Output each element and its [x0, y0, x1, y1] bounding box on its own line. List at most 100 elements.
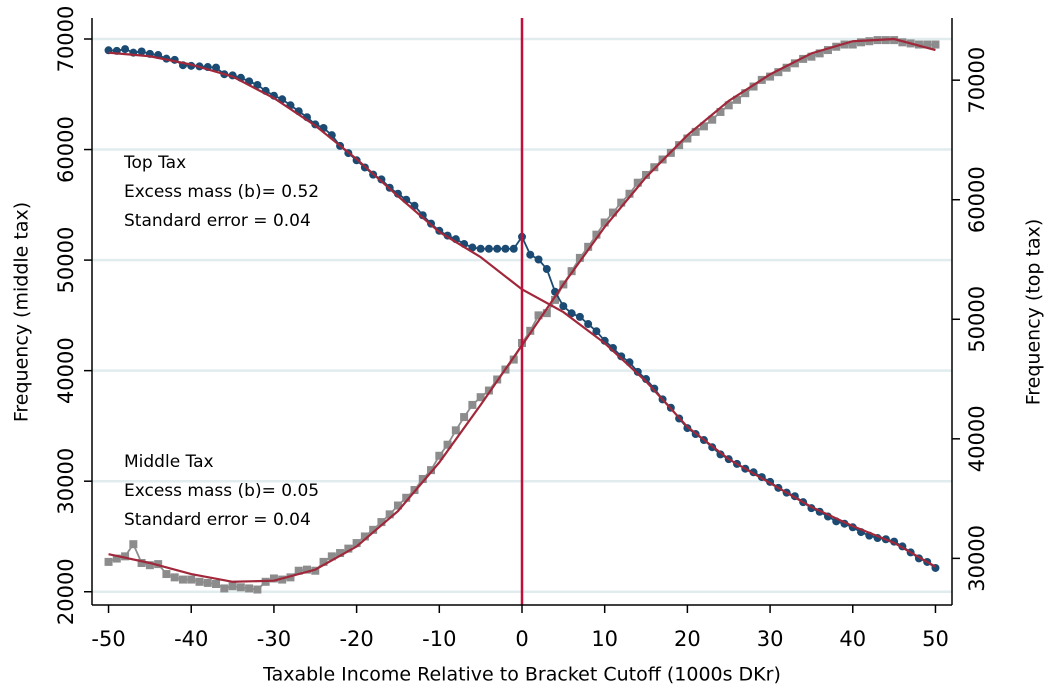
point: [584, 320, 593, 329]
point: [542, 265, 551, 274]
annotation-text: Top Tax: [123, 153, 186, 173]
point: [121, 552, 130, 561]
x-tick-label: -10: [422, 627, 456, 651]
y-tick-label: 70000: [54, 6, 78, 73]
point: [691, 127, 700, 136]
y2-tick-label: 50000: [965, 286, 989, 353]
y-tick-label: 50000: [54, 227, 78, 294]
point: [476, 244, 485, 253]
x-tick-label: 20: [674, 627, 701, 651]
point: [584, 242, 593, 251]
point: [542, 309, 551, 318]
point: [253, 585, 262, 594]
point: [393, 501, 402, 510]
point: [253, 80, 262, 89]
point: [848, 40, 857, 49]
point: [187, 575, 196, 584]
point: [592, 327, 601, 336]
point: [575, 312, 584, 321]
point: [460, 413, 469, 422]
point: [344, 544, 353, 553]
point: [633, 367, 642, 376]
point: [212, 579, 221, 588]
point: [228, 582, 237, 591]
point: [699, 122, 708, 131]
x-tick-label: -40: [174, 627, 208, 651]
y-axis-title: Frequency (middle tax): [11, 202, 33, 422]
point: [575, 253, 584, 262]
point: [774, 68, 783, 77]
point: [534, 255, 543, 264]
y-tick-label: 40000: [54, 337, 78, 404]
plot-area: [104, 18, 940, 605]
point: [377, 175, 386, 184]
point: [137, 558, 146, 567]
x-tick-label: -20: [339, 627, 373, 651]
point: [352, 539, 361, 548]
y-tick-label: 60000: [54, 116, 78, 183]
y2-tick-label: 60000: [965, 166, 989, 233]
annotation-text: Middle Tax: [124, 452, 214, 472]
point: [162, 570, 171, 579]
point: [468, 400, 477, 409]
x-tick-label: 30: [757, 627, 784, 651]
point: [203, 578, 212, 587]
y2-axis-title: Frequency (top tax): [1023, 219, 1045, 406]
point: [385, 510, 394, 519]
point: [567, 309, 576, 318]
point: [112, 554, 121, 563]
point: [526, 250, 535, 259]
point: [683, 134, 692, 143]
point: [294, 566, 303, 575]
y-tick-label: 30000: [54, 448, 78, 515]
y-tick-label: 20000: [54, 558, 78, 625]
point: [749, 82, 758, 91]
point: [418, 474, 427, 483]
point: [212, 63, 221, 72]
point: [600, 218, 609, 227]
x-tick-label: 50: [922, 627, 949, 651]
point: [303, 565, 311, 574]
point: [369, 525, 378, 534]
point: [236, 583, 245, 592]
point: [170, 573, 179, 582]
point: [857, 38, 866, 47]
point: [269, 574, 278, 583]
x-axis-title: Taxable Income Relative to Bracket Cutof…: [262, 664, 781, 686]
x-tick-label: -50: [91, 627, 125, 651]
y2-tick-label: 70000: [965, 47, 989, 114]
point: [931, 40, 940, 49]
point: [509, 355, 518, 364]
point: [592, 230, 601, 239]
y2-tick-label: 30000: [965, 525, 989, 592]
annotation-text: Excess mass (b)= 0.52: [124, 182, 319, 202]
point: [360, 532, 369, 541]
x-tick-label: 40: [839, 627, 866, 651]
point: [327, 552, 336, 561]
point: [741, 89, 750, 98]
point: [484, 386, 493, 395]
x-tick-label: 10: [591, 627, 618, 651]
point: [766, 72, 775, 81]
point: [178, 575, 187, 584]
point: [493, 244, 502, 253]
point: [551, 295, 560, 304]
point: [104, 557, 113, 566]
point: [509, 244, 518, 253]
point: [617, 198, 626, 207]
point: [823, 46, 832, 55]
point: [377, 518, 386, 527]
point: [782, 63, 791, 72]
point: [484, 244, 493, 253]
point: [633, 178, 642, 187]
annotation: Top Tax Excess mass (b)= 0.52 Standard e…: [123, 153, 319, 231]
point: [807, 52, 816, 61]
point: [137, 47, 146, 56]
point: [319, 557, 328, 566]
x-tick-label: 0: [515, 627, 528, 651]
point: [476, 393, 485, 402]
point: [336, 549, 345, 558]
point: [559, 302, 568, 311]
y2-tick-label: 40000: [965, 405, 989, 472]
